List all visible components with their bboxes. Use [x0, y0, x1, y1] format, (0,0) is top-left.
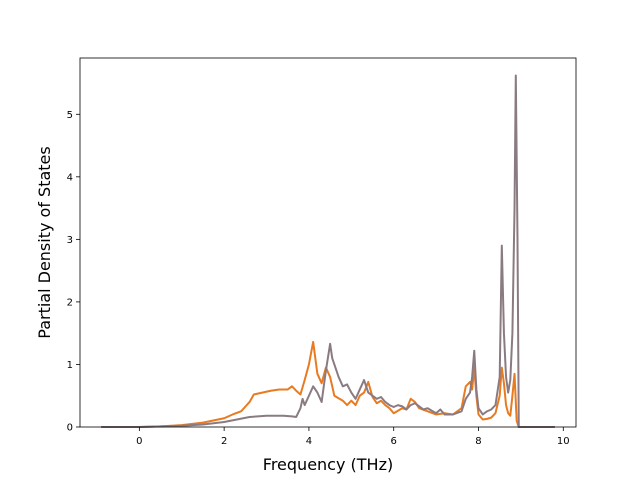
series-layer [101, 74, 555, 428]
y-tick-label: 0 [67, 423, 73, 434]
y-tick-label: 4 [67, 172, 73, 183]
x-tick-label: 0 [136, 436, 142, 447]
y-tick-label: 3 [67, 235, 73, 246]
series-line-2 [101, 74, 555, 428]
y-axis-label: Partial Density of States [35, 146, 54, 338]
x-tick-label: 4 [306, 436, 312, 447]
x-tick-label: 10 [557, 436, 570, 447]
plot-frame [79, 57, 577, 428]
y-axis-ticks: 0 1 2 3 4 5 [67, 110, 80, 434]
x-tick-label: 8 [475, 436, 481, 447]
y-tick-label: 5 [67, 110, 73, 121]
y-tick-label: 2 [67, 297, 73, 308]
x-tick-label: 2 [221, 436, 227, 447]
series-line-1 [101, 340, 555, 428]
x-tick-label: 6 [391, 436, 397, 447]
y-tick-label: 1 [67, 360, 73, 371]
x-axis-ticks: 0 2 4 6 8 10 [136, 427, 570, 447]
x-axis-label: Frequency (THz) [263, 455, 393, 474]
